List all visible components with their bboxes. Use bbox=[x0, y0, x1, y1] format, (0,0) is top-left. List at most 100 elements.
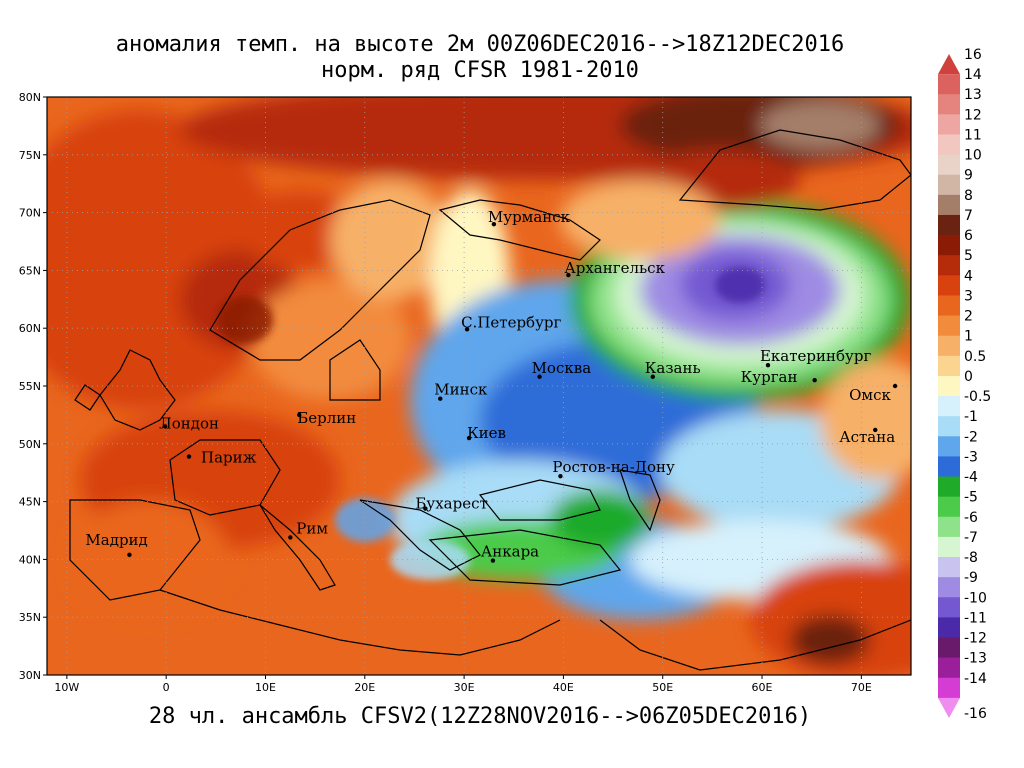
legend-label: 9 bbox=[964, 168, 973, 184]
legend-swatch bbox=[938, 697, 960, 718]
city-label: Мурманск bbox=[488, 208, 571, 226]
lon-tick-label: 50E bbox=[652, 681, 673, 694]
legend-label: 7 bbox=[964, 208, 973, 224]
legend-swatch bbox=[938, 476, 960, 498]
lon-tick-label: 10W bbox=[54, 681, 79, 694]
legend-swatch bbox=[938, 577, 960, 598]
lon-tick-label: 60E bbox=[752, 681, 773, 694]
city-dot bbox=[566, 272, 571, 278]
legend-label: 0 bbox=[964, 369, 973, 385]
legend-label: 5 bbox=[964, 248, 973, 264]
lat-tick-label: 35N bbox=[19, 611, 41, 624]
legend-label: 10 bbox=[964, 148, 982, 164]
city-label: Анкара bbox=[481, 543, 539, 561]
lat-tick-label: 75N bbox=[19, 149, 41, 162]
legend-swatch bbox=[938, 235, 960, 256]
legend-label: -13 bbox=[964, 651, 987, 667]
legend-swatch bbox=[938, 557, 960, 578]
city-label: Лондон bbox=[159, 414, 219, 432]
lon-tick-label: 70E bbox=[851, 681, 872, 694]
legend-label: -10 bbox=[964, 590, 987, 606]
lat-tick-label: 40N bbox=[19, 553, 41, 566]
legend-label: 1 bbox=[964, 329, 973, 345]
legend-swatch bbox=[938, 194, 960, 216]
lon-tick-label: 0 bbox=[163, 681, 170, 694]
legend-swatch bbox=[938, 74, 960, 95]
legend-swatch bbox=[938, 295, 960, 317]
legend-swatch bbox=[938, 396, 960, 417]
legend-label: -9 bbox=[964, 570, 978, 586]
legend-swatch bbox=[938, 94, 960, 115]
city-dot bbox=[438, 396, 443, 401]
city-label: Ростов-на-Дону bbox=[552, 458, 675, 476]
lat-tick-label: 55N bbox=[19, 380, 41, 393]
lon-tick-label: 20E bbox=[354, 681, 375, 694]
coastlines bbox=[69, 129, 911, 671]
legend-swatch bbox=[938, 335, 960, 357]
city-dot bbox=[186, 454, 192, 459]
city-label: Казань bbox=[645, 359, 701, 377]
city-dot bbox=[558, 473, 563, 479]
ensemble-caption: 28 чл. ансамбль CFSV2(12Z28NOV2016-->06Z… bbox=[148, 704, 812, 729]
city-label: Рим bbox=[296, 519, 328, 537]
legend-swatch bbox=[938, 597, 960, 618]
city-dot bbox=[127, 552, 132, 557]
city-label: Мадрид bbox=[85, 531, 147, 549]
legend-label: -2 bbox=[964, 429, 978, 445]
lat-tick-label: 45N bbox=[19, 496, 41, 509]
lon-tick-label: 40E bbox=[553, 681, 574, 694]
legend-label: -8 bbox=[964, 550, 978, 566]
legend-swatch bbox=[938, 214, 960, 236]
city-markers: Мурманск Архангельск С.Петербург Москва Каза… bbox=[85, 208, 898, 563]
lon-tick-label: 30E bbox=[454, 681, 475, 694]
legend-label: -5 bbox=[964, 490, 978, 506]
city-dot bbox=[423, 506, 428, 511]
legend-label: -6 bbox=[964, 510, 978, 526]
legend-label: -14 bbox=[964, 671, 987, 687]
city-dot bbox=[297, 412, 302, 418]
lat-tick-label: 50N bbox=[19, 438, 41, 451]
legend-label: -12 bbox=[964, 631, 987, 647]
legend-swatch bbox=[938, 617, 960, 639]
legend-swatch bbox=[938, 375, 960, 397]
city-dot bbox=[491, 221, 497, 227]
legend-swatch bbox=[938, 677, 960, 699]
legend-label: 12 bbox=[964, 107, 982, 123]
city-dot bbox=[464, 327, 470, 332]
legend-swatch bbox=[938, 516, 960, 538]
lat-tick-label: 30N bbox=[19, 669, 41, 682]
city-dot bbox=[892, 383, 898, 389]
legend-label: -4 bbox=[964, 470, 978, 486]
city-label: С.Петербург bbox=[461, 313, 561, 331]
legend-swatch bbox=[938, 436, 960, 457]
legend-label: 14 bbox=[964, 67, 982, 83]
lat-tick-label: 65N bbox=[19, 264, 41, 277]
legend-label: -11 bbox=[964, 610, 987, 626]
city-dot bbox=[537, 374, 542, 379]
legend-swatch bbox=[938, 416, 960, 437]
lat-tick-label: 70N bbox=[19, 207, 41, 220]
city-dot bbox=[873, 427, 878, 433]
legend-swatch bbox=[938, 174, 960, 196]
legend-label: -16 bbox=[964, 706, 987, 722]
legend-swatch bbox=[938, 154, 960, 176]
legend-label: -3 bbox=[964, 449, 978, 465]
lat-tick-label: 60N bbox=[19, 322, 41, 335]
longitude-axis: 10W 0 10E 20E 30E 40E 50E 60E 70E bbox=[54, 675, 872, 694]
legend-label: 13 bbox=[964, 87, 982, 103]
city-dot bbox=[490, 558, 496, 563]
legend-label: 11 bbox=[964, 127, 982, 143]
legend-swatch bbox=[938, 315, 960, 337]
legend-swatch bbox=[938, 496, 960, 518]
map-title: аномалия темп. на высоте 2м 00Z06DEC2016… bbox=[115, 32, 845, 57]
legend-label: -7 bbox=[964, 530, 978, 546]
legend-swatch bbox=[938, 456, 960, 478]
city-dot bbox=[812, 378, 817, 383]
latitude-axis: 30N 35N 40N 45N 50N 55N 60N 65N 70N 75N 80N bbox=[19, 91, 47, 682]
city-label: Москва bbox=[532, 359, 592, 377]
legend-swatch bbox=[938, 134, 960, 156]
legend-label: 4 bbox=[964, 268, 973, 284]
legend-label: 6 bbox=[964, 228, 973, 244]
legend-swatch bbox=[938, 637, 960, 659]
